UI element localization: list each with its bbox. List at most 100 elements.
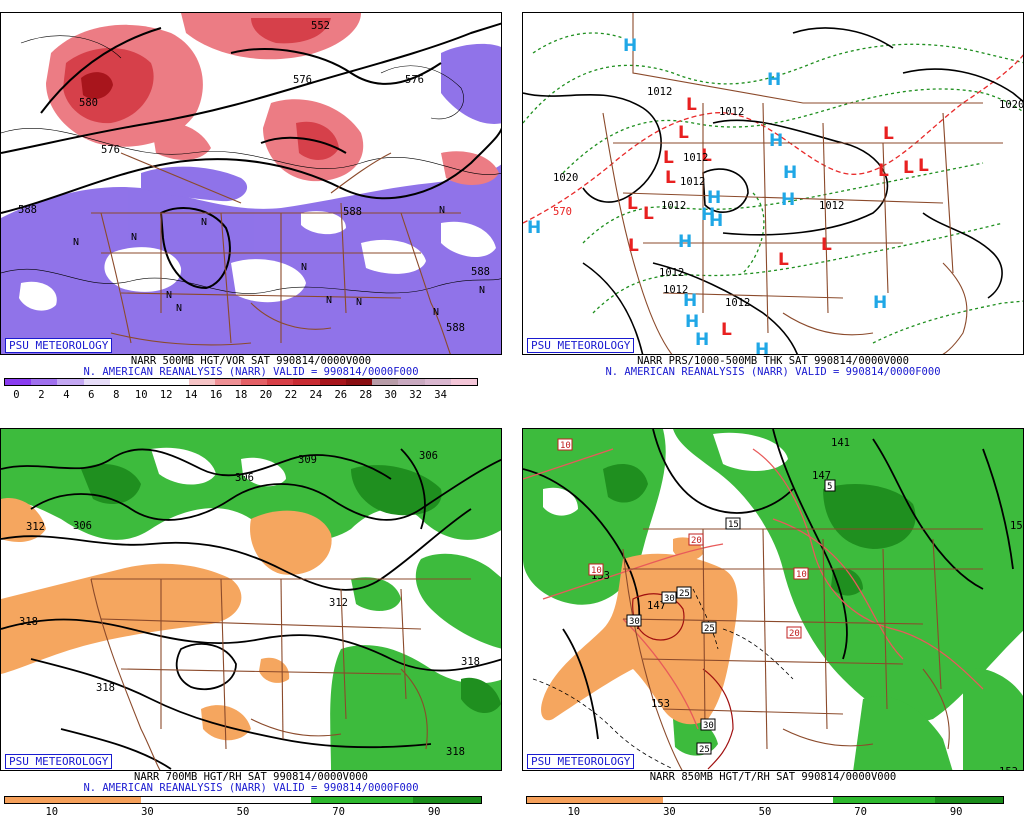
low-pressure-center: L — [918, 156, 929, 176]
high-pressure-center: H — [683, 291, 697, 311]
high-pressure-center: H — [767, 70, 781, 90]
panel-validity-caption: N. AMERICAN REANALYSIS (NARR) VALID = 99… — [605, 366, 941, 378]
temperature-label: 15 — [725, 517, 741, 530]
panel-validity-caption: N. AMERICAN REANALYSIS (NARR) VALID = 99… — [83, 782, 419, 794]
colorbar-swatch — [935, 797, 969, 803]
isobar-label: 1012 — [680, 176, 705, 188]
svg-text:25: 25 — [704, 624, 715, 634]
vorticity-minimum-marker: N — [479, 285, 485, 296]
low-pressure-center: L — [663, 148, 674, 168]
svg-text:15: 15 — [728, 520, 739, 530]
temperature-label: 30 — [626, 614, 642, 627]
high-pressure-center: H — [707, 188, 721, 208]
height-contour-label: 576 — [405, 74, 424, 86]
height-contour-label: 306 — [419, 450, 438, 462]
colorbar-swatch — [209, 797, 243, 803]
vorticity-minimum-marker: N — [301, 262, 307, 273]
colorbar-swatch — [188, 379, 215, 385]
low-pressure-center: L — [878, 161, 889, 181]
vorticity-minimum-marker: N — [131, 232, 137, 243]
colorbar-swatch — [799, 797, 833, 803]
vorticity-colorbar — [4, 378, 478, 386]
high-pressure-center: H — [783, 163, 797, 183]
high-pressure-center: H — [755, 340, 769, 355]
panel-validity-caption: N. AMERICAN REANALYSIS (NARR) VALID = 99… — [83, 366, 419, 378]
psu-meteorology-badge: PSU METEOROLOGY — [5, 338, 113, 353]
colorbar-swatch — [141, 797, 175, 803]
vorticity-map: N N N N N N N N N N N 552 576 576 580 58… — [0, 12, 502, 355]
colorbar-swatch — [833, 797, 867, 803]
colorbar-swatch — [175, 797, 209, 803]
high-pressure-center: H — [685, 312, 699, 332]
vorticity-minimum-marker: N — [326, 295, 332, 306]
height-contour-label: 147 — [647, 600, 666, 612]
colorbar-swatch — [83, 379, 110, 385]
vorticity-minimum-marker: N — [73, 237, 79, 248]
colorbar-swatch — [697, 797, 731, 803]
isobar-label: 1012 — [725, 297, 750, 309]
height-contour-label: 15 — [1010, 520, 1023, 532]
vorticity-minimum-marker: N — [201, 217, 207, 228]
svg-text:10: 10 — [591, 566, 602, 576]
panel-caption: NARR 500MB HGT/VOR SAT 990814/0000V000 — [130, 355, 372, 367]
low-pressure-center: L — [903, 158, 914, 178]
panel-700mb-rh: 306 306 309 306 312 318 312 318 318 318 … — [0, 428, 502, 819]
high-pressure-center: H — [769, 131, 783, 151]
colorbar-swatch — [73, 797, 107, 803]
low-pressure-center: L — [821, 235, 832, 255]
colorbar-swatch — [901, 797, 935, 803]
height-contour-label: 588 — [446, 322, 465, 334]
low-pressure-center: L — [721, 320, 732, 340]
isobar-label: 1012 — [647, 86, 672, 98]
colorbar-tick-label: 6 — [88, 389, 95, 401]
height-contour-label: 588 — [18, 204, 37, 216]
height-contour-label: 318 — [96, 682, 115, 694]
panel-caption: NARR 850MB HGT/T/RH SAT 990814/0000V000 — [649, 771, 897, 783]
low-pressure-center: L — [701, 146, 712, 166]
isobar-label: 1012 — [661, 200, 686, 212]
colorbar-swatch — [765, 797, 799, 803]
colorbar-swatch — [372, 379, 399, 385]
high-pressure-center: H — [781, 190, 795, 210]
isobar-label: 1012 — [659, 267, 684, 279]
colorbar-swatch — [136, 379, 163, 385]
low-pressure-center: L — [627, 194, 638, 214]
colorbar-tick-label: 10 — [134, 389, 148, 401]
low-pressure-center: L — [686, 95, 697, 115]
temperature-label: 5 — [824, 479, 836, 492]
vorticity-minimum-marker: N — [439, 205, 445, 216]
rh850-map: 141 147 153 147 153 15 153 10 10 — [522, 428, 1024, 771]
colorbar-tick-label: 14 — [184, 389, 198, 401]
colorbar-tick-label: 26 — [334, 389, 348, 401]
height-contour-label: 153 — [651, 698, 670, 710]
colorbar-tick-label: 32 — [409, 389, 422, 401]
vorticity-minimum-marker: N — [166, 290, 172, 301]
colorbar-swatch — [277, 797, 311, 803]
colorbar-swatch — [561, 797, 595, 803]
vorticity-minimum-marker: N — [433, 307, 439, 318]
svg-text:20: 20 — [789, 629, 800, 639]
colorbar-swatch — [214, 379, 241, 385]
colorbar-tick-label: 10 — [45, 806, 59, 818]
high-pressure-center: H — [623, 36, 637, 56]
high-pressure-center: H — [873, 293, 887, 313]
low-pressure-center: L — [778, 250, 789, 270]
isobar-label: 570 — [553, 206, 572, 218]
rh-colorbar — [4, 796, 482, 804]
colorbar-swatch — [424, 379, 451, 385]
height-contour-label: 576 — [101, 144, 120, 156]
isobar-label: 1012 — [819, 200, 844, 212]
colorbar-swatch — [450, 379, 477, 385]
panel-pressure-thickness: H H H H H H H H H H H H H H H L L L — [522, 12, 1024, 402]
colorbar-swatch — [345, 797, 379, 803]
low-pressure-center: L — [678, 123, 689, 143]
colorbar-swatch — [413, 797, 447, 803]
svg-text:10: 10 — [796, 570, 807, 580]
psu-meteorology-badge: PSU METEOROLOGY — [527, 338, 635, 353]
height-contour-label: 576 — [293, 74, 312, 86]
svg-text:25: 25 — [679, 589, 690, 599]
svg-text:10: 10 — [560, 441, 571, 451]
colorbar-swatch — [663, 797, 697, 803]
colorbar-swatch — [31, 379, 58, 385]
colorbar-tick-label: 16 — [209, 389, 223, 401]
